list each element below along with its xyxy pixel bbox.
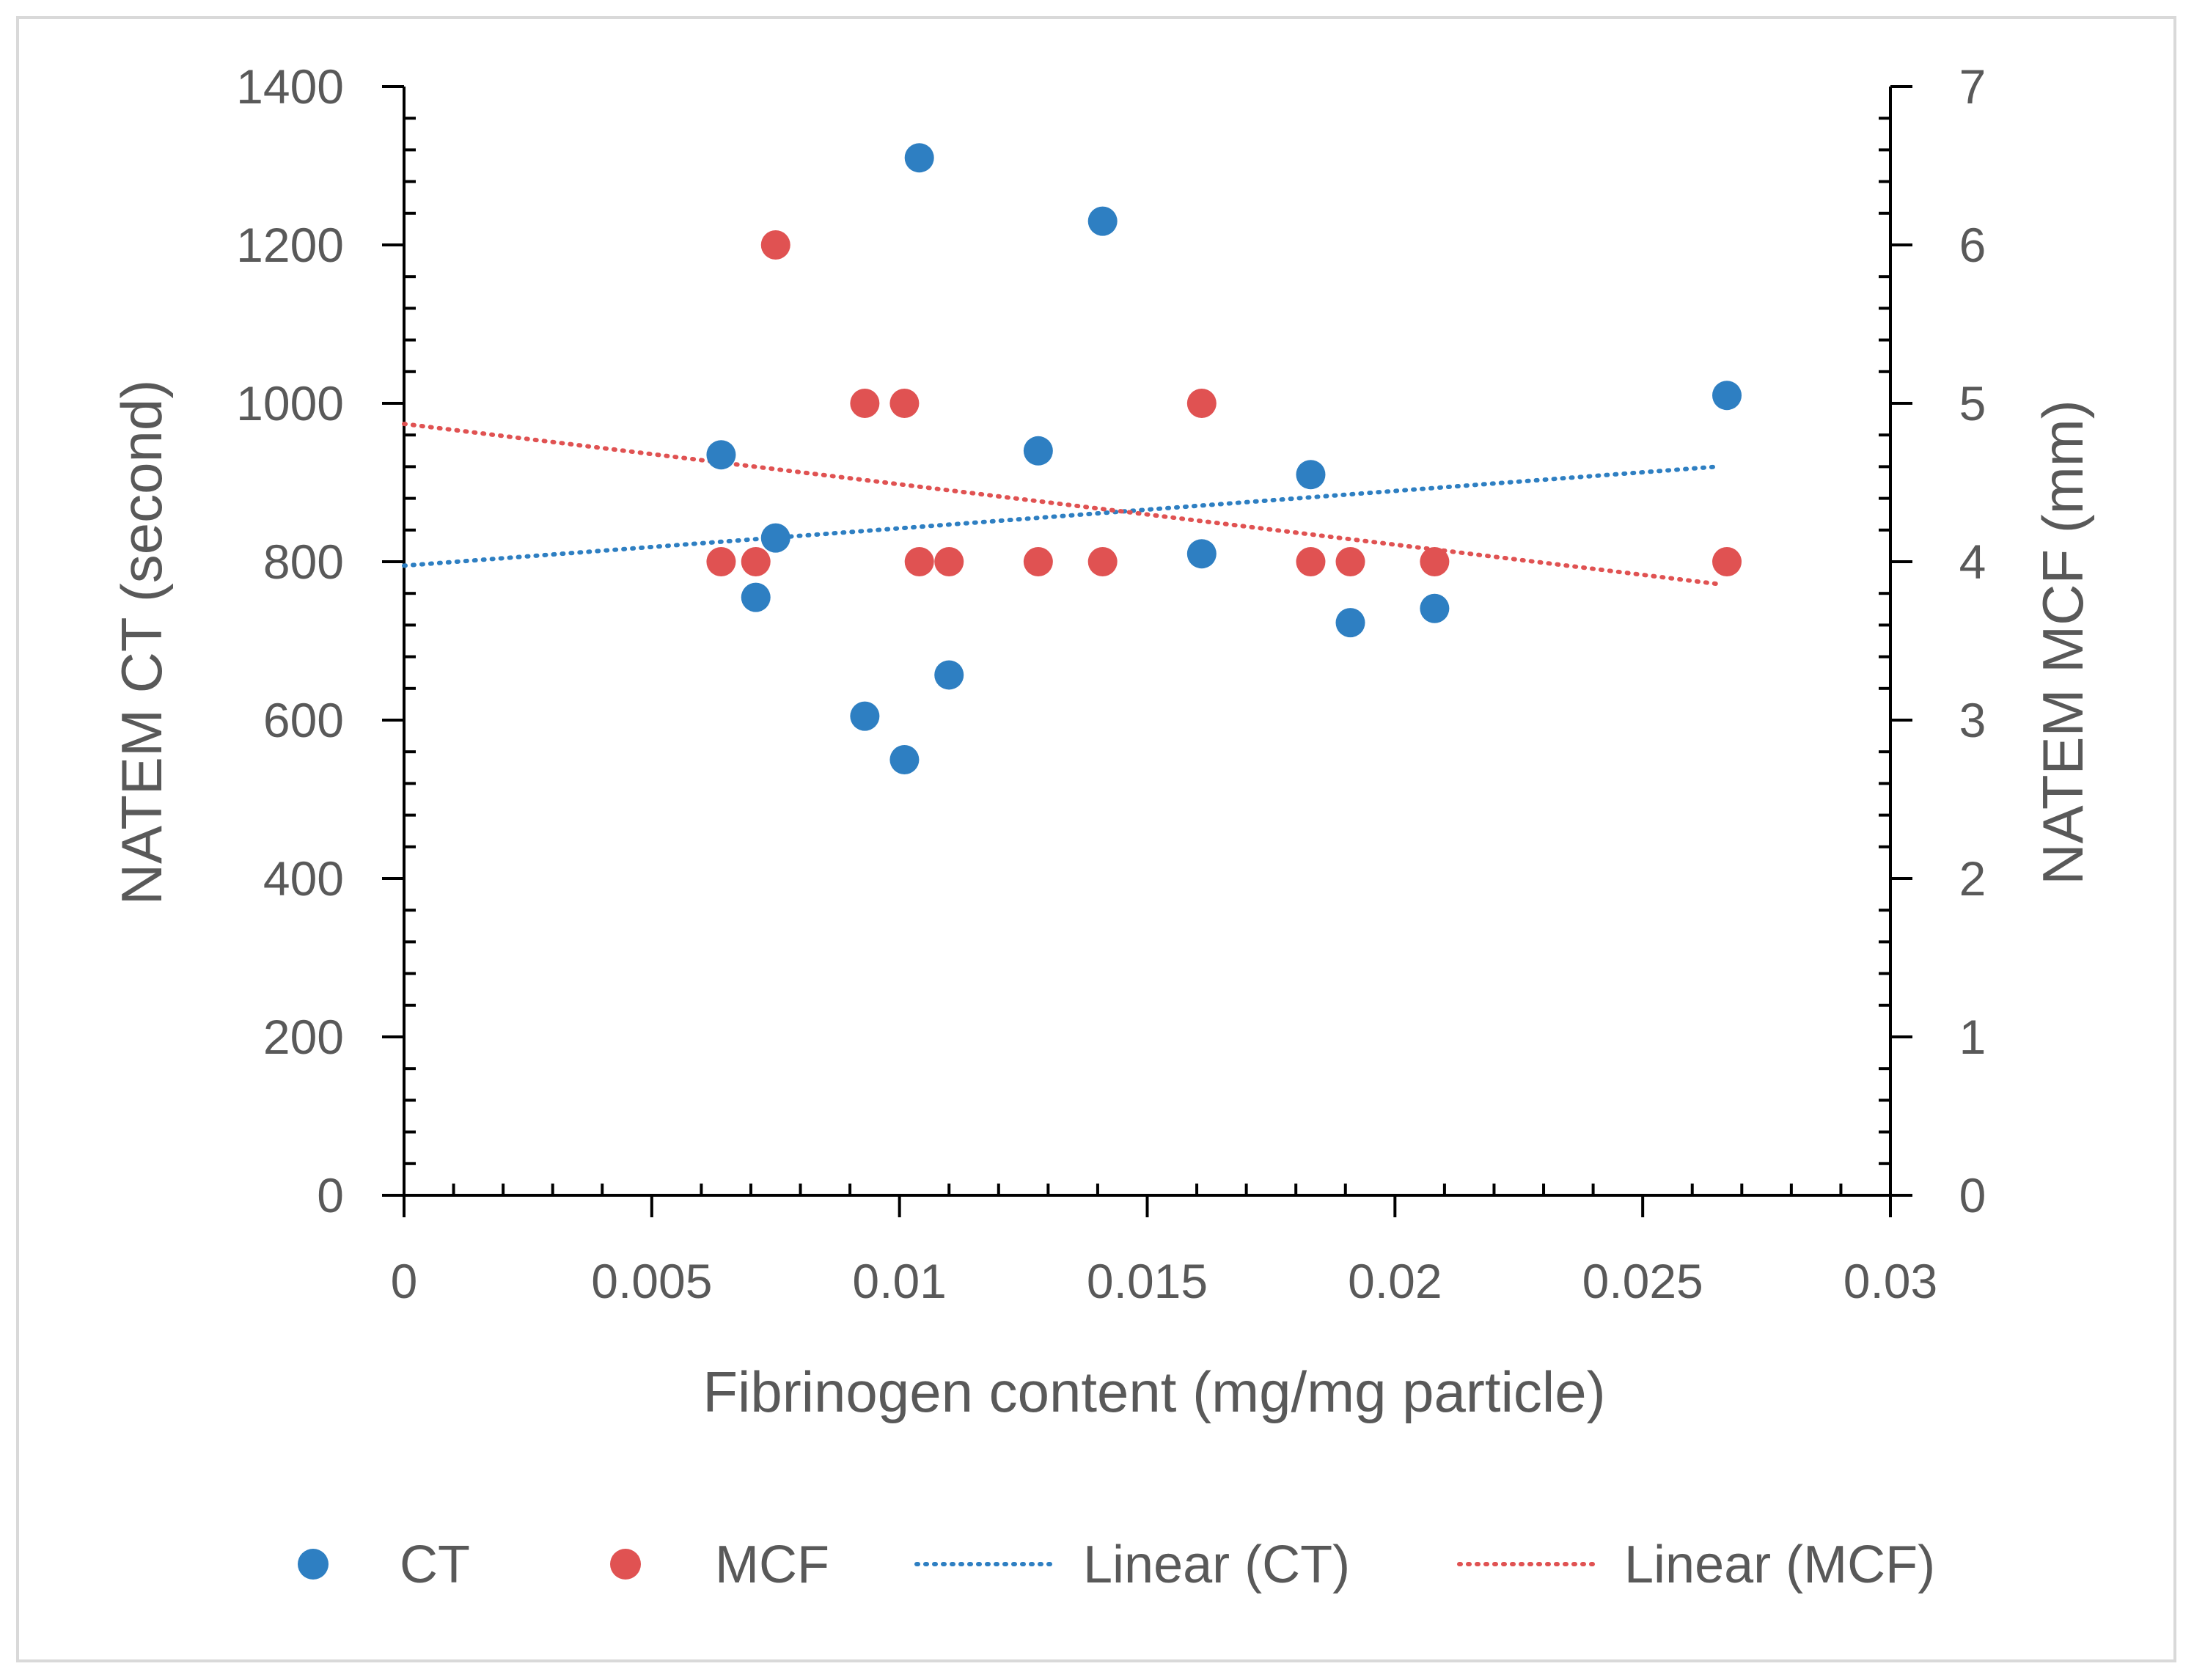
x-axis-title: Fibrinogen content (mg/mg particle): [702, 1360, 1605, 1424]
mcf-point: [1023, 547, 1053, 576]
mcf-point: [741, 547, 771, 576]
mcf-point: [889, 389, 920, 418]
trendlines-group: [402, 422, 1720, 587]
legend-linear-ct-label: Linear (CT): [1083, 1536, 1350, 1594]
mcf-point: [1296, 547, 1326, 576]
y-left-tick-label: 1200: [236, 218, 344, 272]
y-left-tick-label: 1000: [236, 376, 344, 430]
legend-linear-mcf-label: Linear (MCF): [1624, 1536, 1935, 1594]
legend-ct-label: CT: [400, 1536, 470, 1594]
mcf-point: [1420, 547, 1450, 576]
y-right-axis-title: NATEM MCF (mm): [2030, 400, 2095, 884]
x-tick-label: 0.025: [1582, 1254, 1703, 1308]
y-left-tick-label: 400: [263, 851, 344, 906]
mcf-point: [934, 547, 964, 576]
ct-point: [1186, 539, 1217, 569]
mcf-point: [1186, 389, 1217, 418]
y-right-tick-label: 4: [1959, 535, 1986, 589]
x-tick-label: 0: [391, 1254, 418, 1308]
legend-item-linear-mcf: Linear (MCF): [1457, 1536, 1935, 1594]
legend: CT MCF Linear (CT) Linear (MCF): [298, 1536, 1935, 1594]
x-tick-label: 0.015: [1087, 1254, 1208, 1308]
ct-point: [1023, 436, 1053, 466]
y-left-tick-label: 600: [263, 693, 344, 747]
chart-frame: [16, 16, 2176, 1662]
y-left-tick-label: 200: [263, 1010, 344, 1064]
mcf-point: [706, 547, 736, 576]
ct-point: [1087, 206, 1118, 236]
legend-item-linear-ct: Linear (CT): [914, 1536, 1350, 1594]
ct-point: [760, 523, 790, 553]
mcf-point: [760, 230, 790, 260]
trendline-linear-ct: [402, 464, 1720, 568]
ct-point: [889, 745, 920, 774]
ct-point: [904, 143, 934, 173]
x-tick-label: 0.02: [1348, 1254, 1442, 1308]
y-right-tick-label: 7: [1959, 59, 1986, 114]
x-tick-label: 0.03: [1843, 1254, 1937, 1308]
y-left-tick-label: 1400: [236, 59, 344, 114]
legend-item-ct: CT: [298, 1536, 470, 1594]
legend-ct-marker: [298, 1549, 329, 1580]
ct-point: [850, 701, 880, 731]
ct-point: [741, 582, 771, 612]
x-tick-label: 0.005: [591, 1254, 712, 1308]
mcf-point: [1335, 547, 1365, 576]
trendline-linear-mcf: [402, 422, 1720, 587]
ct-point: [1335, 608, 1365, 638]
points-group: [706, 143, 1742, 774]
mcf-point: [1087, 547, 1118, 576]
y-right-tick-label: 2: [1959, 851, 1986, 906]
ct-point: [1712, 381, 1742, 411]
ct-point: [934, 660, 964, 690]
y-right-tick-label: 6: [1959, 218, 1986, 272]
ct-point: [1296, 460, 1326, 490]
legend-mcf-label: MCF: [715, 1536, 829, 1594]
y-left-axis-title: NATEM CT (second): [109, 380, 174, 906]
x-tick-label: 0.01: [852, 1254, 946, 1308]
y-right-tick-label: 0: [1959, 1168, 1986, 1222]
y-right-tick-label: 3: [1959, 693, 1986, 747]
y-left-tick-label: 800: [263, 535, 344, 589]
legend-item-mcf: MCF: [610, 1536, 829, 1594]
axes-group: 0 200 400 600 800 1000 1200 1400 0 1 2 3 4 5 6 7 0 0.005 0…: [236, 59, 1986, 1308]
y-left-tick-label: 0: [317, 1168, 344, 1222]
y-right-tick-label: 5: [1959, 376, 1986, 430]
ct-point: [706, 440, 736, 470]
mcf-point: [850, 389, 880, 418]
mcf-point: [1712, 547, 1742, 576]
legend-mcf-marker: [610, 1549, 641, 1580]
ct-point: [1420, 593, 1450, 623]
y-right-tick-label: 1: [1959, 1010, 1986, 1064]
mcf-point: [904, 547, 934, 576]
